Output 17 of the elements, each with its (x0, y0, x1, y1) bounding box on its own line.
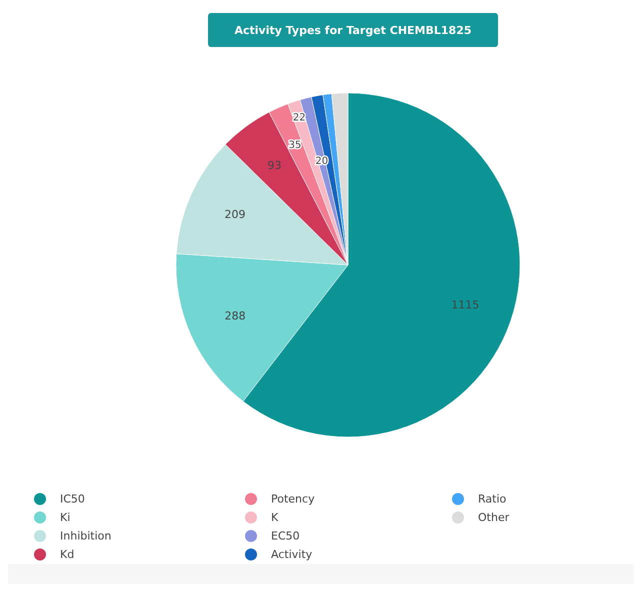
legend-label: Ki (60, 511, 70, 524)
legend-label: Other (478, 511, 510, 524)
legend-label: K (271, 511, 279, 524)
legend-label: Potency (271, 492, 316, 506)
legend-label: IC50 (60, 492, 85, 506)
data-label: 1115 (451, 298, 480, 312)
data-label: 35 (288, 140, 302, 151)
data-label: 22 (292, 112, 306, 124)
data-label: 288 (224, 310, 246, 323)
legend-label: Inhibition (60, 530, 112, 542)
data-label: 209 (224, 208, 246, 221)
legend-label: Activity (271, 548, 313, 561)
data-label: 93 (268, 158, 282, 172)
legend-label: Kd (60, 548, 74, 561)
legend-label: Ratio (478, 492, 507, 506)
legend-label: EC50 (271, 530, 300, 542)
chart-title: Activity Types for Target CHEMBL1825 (234, 24, 472, 37)
